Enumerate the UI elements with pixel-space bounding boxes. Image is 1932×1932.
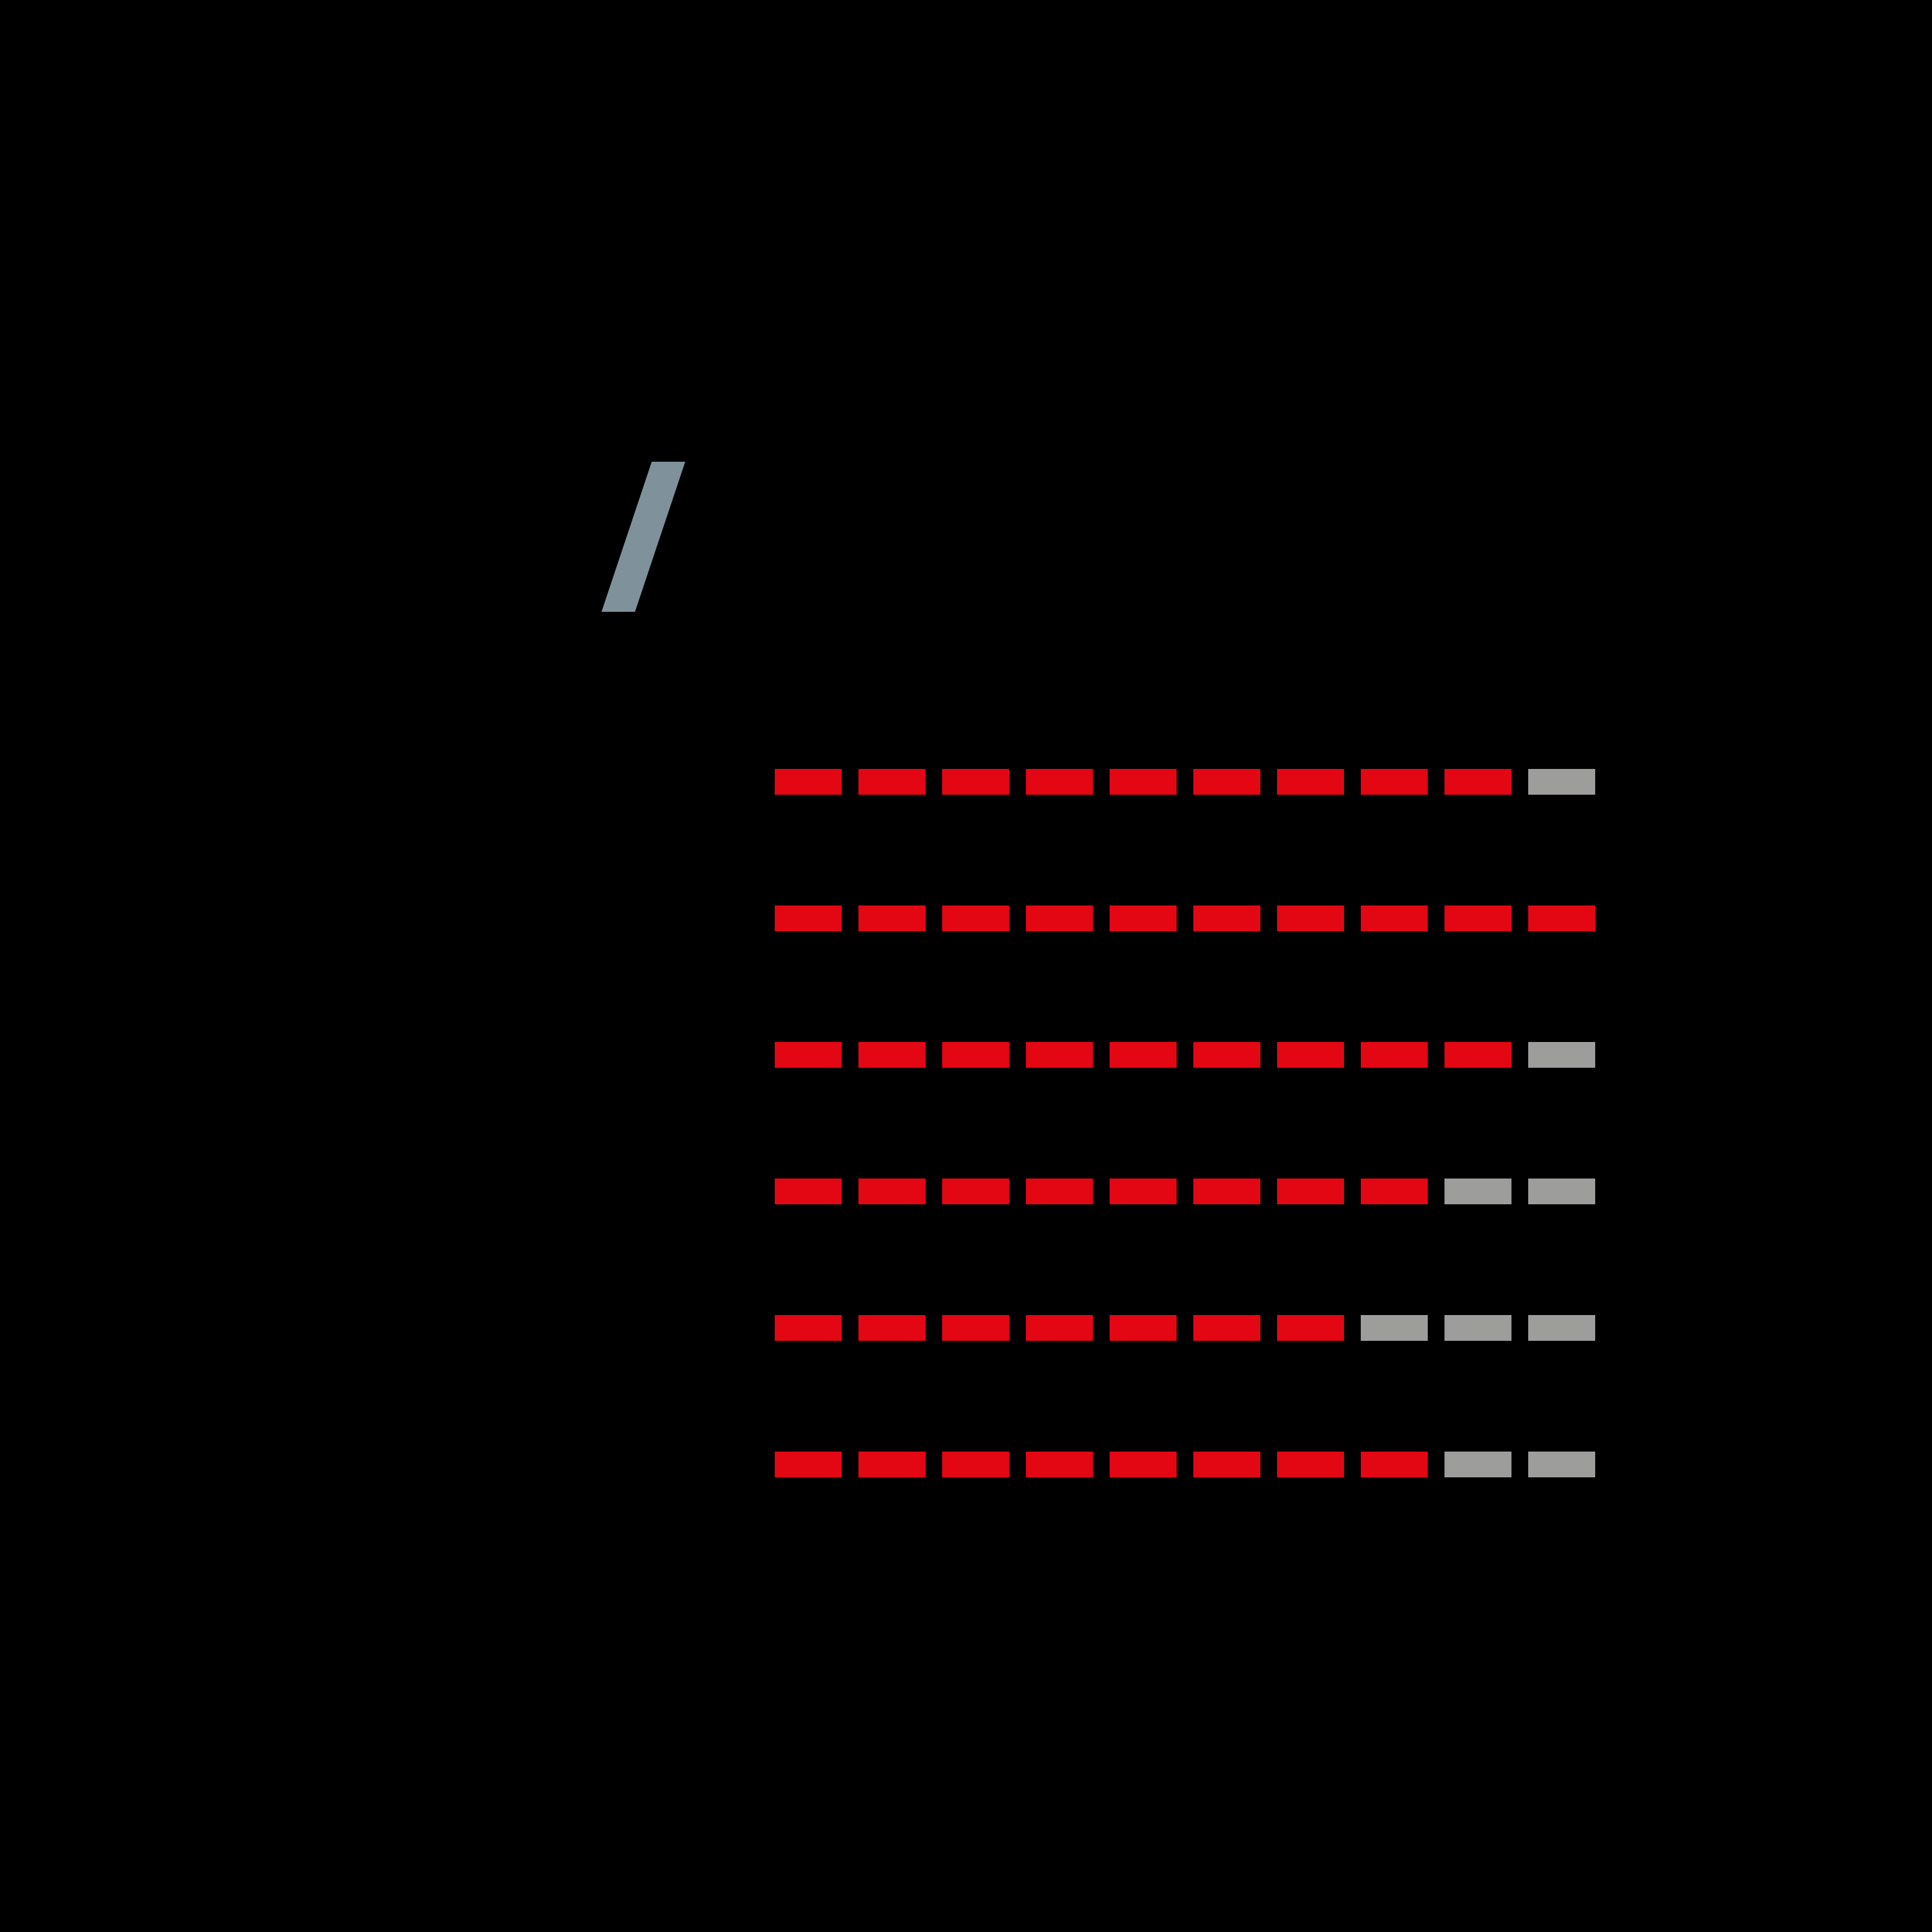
rating-dash-filled [1026,1042,1093,1068]
rating-dash-filled [942,905,1009,931]
rating-dash-filled [1026,1179,1093,1204]
rating-dash-filled [1193,769,1260,795]
rating-dash-empty [1361,1315,1428,1341]
rating-dash-filled [775,769,842,795]
rating-dash-filled [1110,1179,1177,1204]
rating-dash-filled [858,769,925,795]
rating-dash-filled [1110,1315,1177,1341]
rating-dash-filled [858,1452,925,1477]
rating-dash-filled [1444,769,1511,795]
rating-dash-filled [775,1179,842,1204]
rating-dash-empty [1444,1452,1511,1477]
rating-dash-filled [1361,1179,1428,1204]
rating-dash-filled [775,905,842,931]
rating-dash-empty [1528,1042,1595,1068]
rating-dash-filled [1110,905,1177,931]
rating-dash-filled [1361,1042,1428,1068]
rating-dash-filled [775,1452,842,1477]
rating-dash-filled [775,1315,842,1341]
rating-dash-filled [1193,1179,1260,1204]
rating-dash-filled [1026,1315,1093,1341]
rating-dash-filled [1110,769,1177,795]
rating-dash-filled [1193,1042,1260,1068]
rating-dash-filled [1277,1179,1344,1204]
rating-dash-filled [1361,905,1428,931]
rating-dash-filled [1193,1315,1260,1341]
rating-dash-filled [1277,769,1344,795]
rating-dash-empty [1528,769,1595,795]
rating-dash-filled [942,1315,1009,1341]
rating-dash-filled [942,1042,1009,1068]
rating-dash-filled [858,905,925,931]
rating-dash-filled [858,1042,925,1068]
rating-dash-filled [858,1179,925,1204]
rating-dash-filled [1361,769,1428,795]
rating-dash-empty [1528,1179,1595,1204]
rating-dash-filled [858,1315,925,1341]
rating-dash-filled [1193,1452,1260,1477]
rating-dash-filled [1277,905,1344,931]
rating-dash-filled [1110,1452,1177,1477]
rating-dash-filled [1277,1452,1344,1477]
rating-dash-filled [1277,1315,1344,1341]
rating-dash-filled [1277,1042,1344,1068]
rating-dash-filled [1444,1042,1511,1068]
rating-dash-filled [775,1042,842,1068]
rating-dash-filled [942,1179,1009,1204]
rating-dash-filled [1026,1452,1093,1477]
rating-dash-filled [1528,905,1595,931]
slash-shape [601,462,685,612]
rating-dash-filled [1444,905,1511,931]
rating-dash-empty [1444,1315,1511,1341]
rating-dash-filled [1193,905,1260,931]
rating-dash-filled [1361,1452,1428,1477]
rating-dash-empty [1528,1315,1595,1341]
rating-dash-filled [1110,1042,1177,1068]
rating-dash-filled [942,769,1009,795]
rating-dash-empty [1444,1179,1511,1204]
rating-dash-filled [942,1452,1009,1477]
rating-dash-filled [1026,769,1093,795]
rating-dash-filled [1026,905,1093,931]
rating-dash-empty [1528,1452,1595,1477]
